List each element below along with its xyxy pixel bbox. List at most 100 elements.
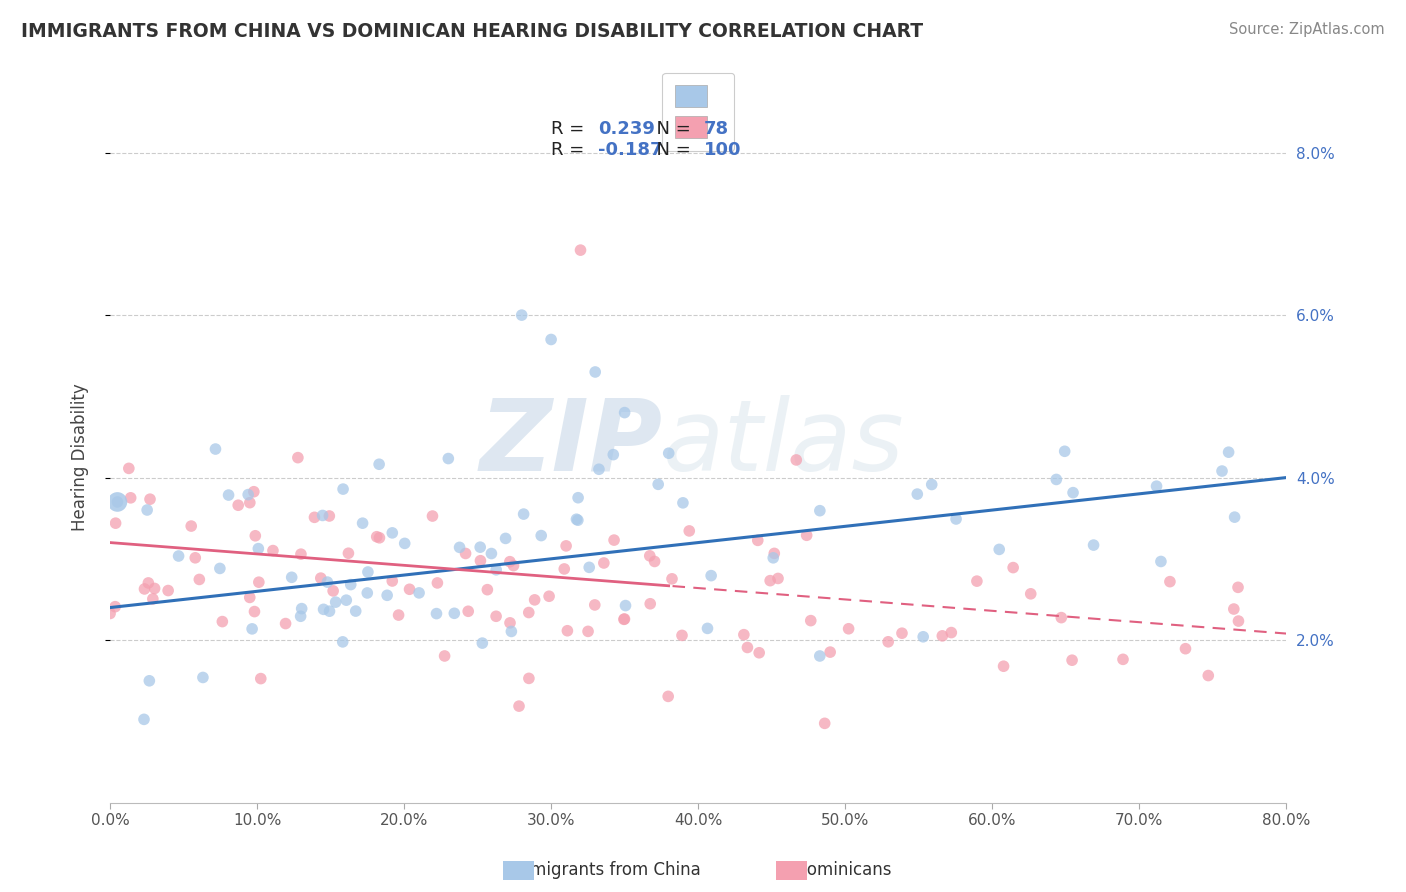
Point [530,528,553,542]
Point [603,533,626,547]
Point [567,491,589,505]
Text: Immigrants from China: Immigrants from China [509,861,700,879]
Point [565,512,588,526]
Text: -0.187: -0.187 [598,141,662,159]
Point [671,628,693,642]
Point [375,588,398,602]
Point [332,635,354,649]
Point [226,498,249,512]
Point [818,645,841,659]
Point [318,508,340,523]
Point [118,461,141,475]
Text: Dominicans: Dominicans [794,861,893,879]
Point [316,575,339,590]
Point [470,554,492,568]
Point [344,604,367,618]
Point [477,582,499,597]
Point [647,477,669,491]
Point [966,574,988,588]
Point [337,546,360,560]
Point [425,607,447,621]
Point [762,550,785,565]
Point [538,589,561,603]
Point [644,554,666,568]
Point [658,446,681,460]
Y-axis label: Hearing Disability: Hearing Disability [72,384,89,531]
Point [1053,444,1076,458]
Point [1083,538,1105,552]
Point [239,496,262,510]
Point [905,487,928,501]
Text: 0.239: 0.239 [598,120,655,138]
Point [555,539,578,553]
Point [381,525,404,540]
Point [238,487,260,501]
Point [290,547,312,561]
Point [988,542,1011,557]
Point [132,712,155,726]
Point [508,699,530,714]
Point [1227,580,1250,594]
Point [485,609,508,624]
Point [1019,587,1042,601]
Point [381,574,404,588]
Point [1174,641,1197,656]
Point [104,516,127,531]
Point [747,533,769,548]
Text: IMMIGRANTS FROM CHINA VS DOMINICAN HEARING DISABILITY CORRELATION CHART: IMMIGRANTS FROM CHINA VS DOMINICAN HEARI… [21,22,924,41]
Point [638,549,661,563]
Point [249,672,271,686]
Point [157,583,180,598]
Point [877,634,900,648]
Point [481,547,503,561]
Point [274,616,297,631]
Point [167,549,190,563]
Point [945,512,967,526]
Point [191,670,214,684]
Point [311,508,333,523]
Point [204,442,226,456]
Point [433,648,456,663]
Point [134,582,156,596]
Text: R =: R = [551,120,591,138]
Point [800,614,823,628]
Point [138,576,160,591]
Point [499,615,522,630]
Point [485,563,508,577]
Point [993,659,1015,673]
Point [366,530,388,544]
Point [569,243,592,257]
Point [184,550,207,565]
Point [517,606,540,620]
Point [120,491,142,505]
Point [1002,560,1025,574]
Point [766,571,789,585]
Point [501,624,523,639]
Point [796,528,818,542]
Point [107,495,129,509]
Point [1211,464,1233,478]
Point [211,615,233,629]
Point [449,541,471,555]
Point [814,716,837,731]
Point [613,612,636,626]
Point [1112,652,1135,666]
Point [941,625,963,640]
Point [218,488,240,502]
Point [142,591,165,606]
Point [540,333,562,347]
Point [408,586,430,600]
Point [592,556,614,570]
Point [312,602,335,616]
Point [422,509,444,524]
Point [139,492,162,507]
Point [457,604,479,618]
Point [104,599,127,614]
Point [180,519,202,533]
Text: N =: N = [645,141,697,159]
Text: atlas: atlas [662,395,904,492]
Point [657,690,679,704]
Text: ZIP: ZIP [479,395,662,492]
Point [737,640,759,655]
Point [239,591,262,605]
